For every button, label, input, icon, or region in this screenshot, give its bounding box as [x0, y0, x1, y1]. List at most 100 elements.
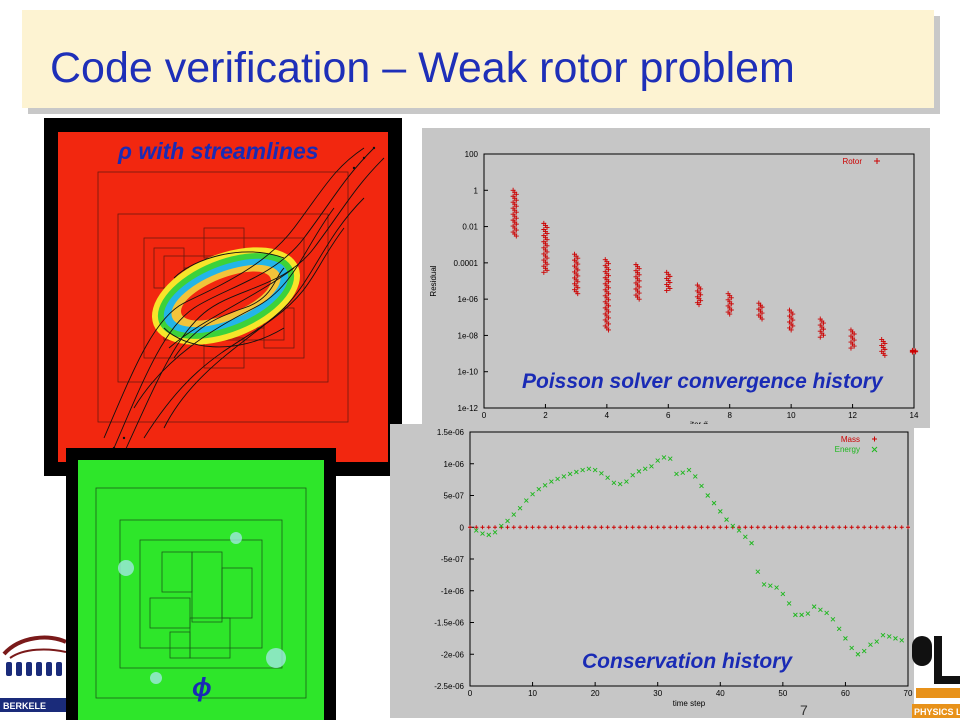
plasma-physics-laboratory-logo-icon: PHYSICS LABORATORY [912, 636, 960, 718]
streamline-density-plot-icon [58, 132, 388, 462]
density-panel-label: ρ with streamlines [118, 138, 319, 164]
berkeley-lab-logo-icon: BERKELE [0, 635, 67, 712]
energy-marker [805, 611, 811, 616]
energy-marker [630, 472, 636, 478]
energy-marker [874, 639, 880, 644]
mass-marker [505, 525, 510, 530]
residual-marker [544, 243, 550, 249]
residual-x-tick-label: 0 [482, 411, 487, 420]
energy-marker [780, 591, 786, 597]
residual-marker [513, 197, 519, 203]
residual-y-tick-label: 100 [465, 150, 479, 159]
energy-marker [517, 505, 523, 511]
mass-marker [843, 525, 848, 530]
energy-marker [473, 528, 479, 533]
mass-marker [774, 525, 779, 530]
residual-marker [605, 285, 611, 291]
mass-marker [837, 525, 842, 530]
mass-legend-marker [872, 436, 877, 442]
energy-marker [811, 604, 817, 609]
energy-marker [667, 456, 673, 461]
slide-title: Code verification – Weak rotor problem [50, 44, 795, 92]
mass-marker [724, 525, 729, 530]
energy-marker [592, 467, 598, 473]
residual-marker [605, 297, 611, 303]
residual-marker [728, 307, 734, 313]
energy-marker [655, 458, 661, 463]
energy-marker [818, 607, 823, 613]
residual-chart: 0 2 4 6 8 10 12 14 100 1 0.01 0.0001 1e-06 1e-08 1e-10… [422, 128, 930, 428]
mass-marker [661, 525, 666, 530]
energy-marker [761, 582, 767, 587]
residual-marker [696, 302, 702, 308]
energy-marker [705, 493, 711, 498]
conservation-x-tick-label: 60 [841, 689, 850, 698]
mass-marker [561, 525, 566, 530]
berkeley-logo: BERKELE [0, 628, 67, 720]
mass-marker [630, 525, 635, 530]
residual-x-tick-label: 2 [543, 411, 548, 420]
residual-y-tick-label: 1e-06 [458, 295, 479, 304]
mass-marker [699, 525, 704, 530]
mass-marker [899, 525, 904, 530]
residual-marker [667, 285, 673, 291]
energy-marker [555, 476, 560, 482]
mass-marker [705, 525, 710, 530]
residual-marker [820, 326, 826, 332]
residual-marker [698, 292, 704, 298]
residual-plot-frame [483, 153, 915, 409]
residual-marker [820, 320, 826, 326]
energy-marker [768, 583, 773, 588]
residual-marker [513, 209, 519, 215]
mass-marker [805, 525, 810, 530]
conservation-x-tick-label: 0 [468, 689, 473, 698]
residual-y-tick-label: 0.0001 [454, 259, 479, 268]
mass-marker [493, 525, 498, 530]
residual-marker [636, 278, 642, 284]
energy-marker [530, 491, 535, 497]
residual-marker [636, 272, 642, 278]
mass-marker [787, 525, 792, 530]
residual-marker [575, 261, 581, 267]
energy-marker [523, 498, 529, 503]
conservation-x-tick-label: 30 [653, 689, 662, 698]
residual-marker [544, 267, 550, 273]
residual-marker [544, 261, 550, 267]
mass-marker [618, 525, 623, 530]
residual-legend-marker [874, 158, 880, 164]
energy-marker [536, 486, 542, 492]
conservation-x-axis-label: time step [673, 699, 706, 708]
mass-marker [555, 525, 560, 530]
energy-marker [505, 518, 510, 524]
residual-y-tick-label: 0.01 [462, 223, 478, 232]
conservation-chart-caption: Conservation history [582, 650, 793, 673]
mass-marker [586, 525, 591, 530]
residual-marker [817, 334, 823, 340]
energy-marker [717, 509, 723, 514]
residual-marker [882, 346, 888, 352]
residual-marker [513, 203, 519, 209]
energy-marker [611, 480, 617, 486]
energy-marker [617, 481, 623, 487]
residual-marker [544, 255, 550, 261]
residual-marker [605, 267, 611, 273]
energy-marker [730, 523, 736, 529]
svg-text:PHYSICS LABORATORY: PHYSICS LABORATORY [914, 707, 960, 717]
energy-marker [561, 474, 567, 479]
energy-marker [580, 467, 585, 473]
mass-marker [480, 525, 485, 530]
mass-marker [737, 525, 742, 530]
mass-marker [549, 525, 554, 530]
energy-marker [855, 651, 861, 657]
mass-marker [812, 525, 817, 530]
energy-marker [893, 636, 898, 641]
residual-marker [513, 233, 519, 239]
mass-marker [511, 525, 516, 530]
conservation-y-tick-label: -2.5e-06 [434, 682, 464, 691]
mass-marker [874, 525, 879, 530]
energy-marker [642, 466, 648, 472]
potential-field-plot-icon [78, 460, 324, 720]
conservation-y-tick-label: -1.5e-06 [434, 619, 464, 628]
energy-marker [824, 610, 829, 616]
svg-text:BERKELE: BERKELE [3, 701, 46, 711]
